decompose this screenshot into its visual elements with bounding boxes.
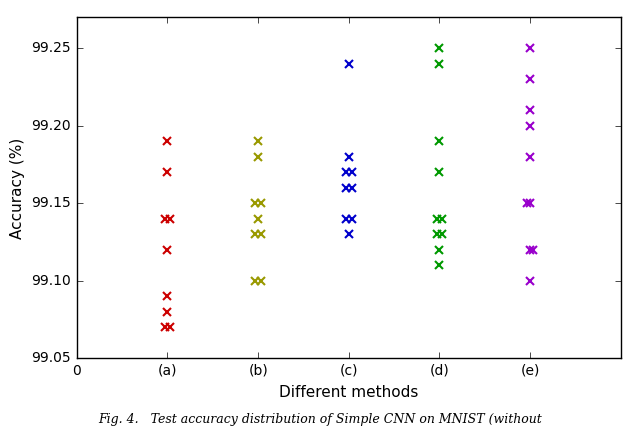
Y-axis label: Accuracy (%): Accuracy (%) [10,137,24,239]
Text: Fig. 4.   Test accuracy distribution of Simple CNN on MNIST (without: Fig. 4. Test accuracy distribution of Si… [98,413,542,426]
X-axis label: Different methods: Different methods [279,385,419,400]
